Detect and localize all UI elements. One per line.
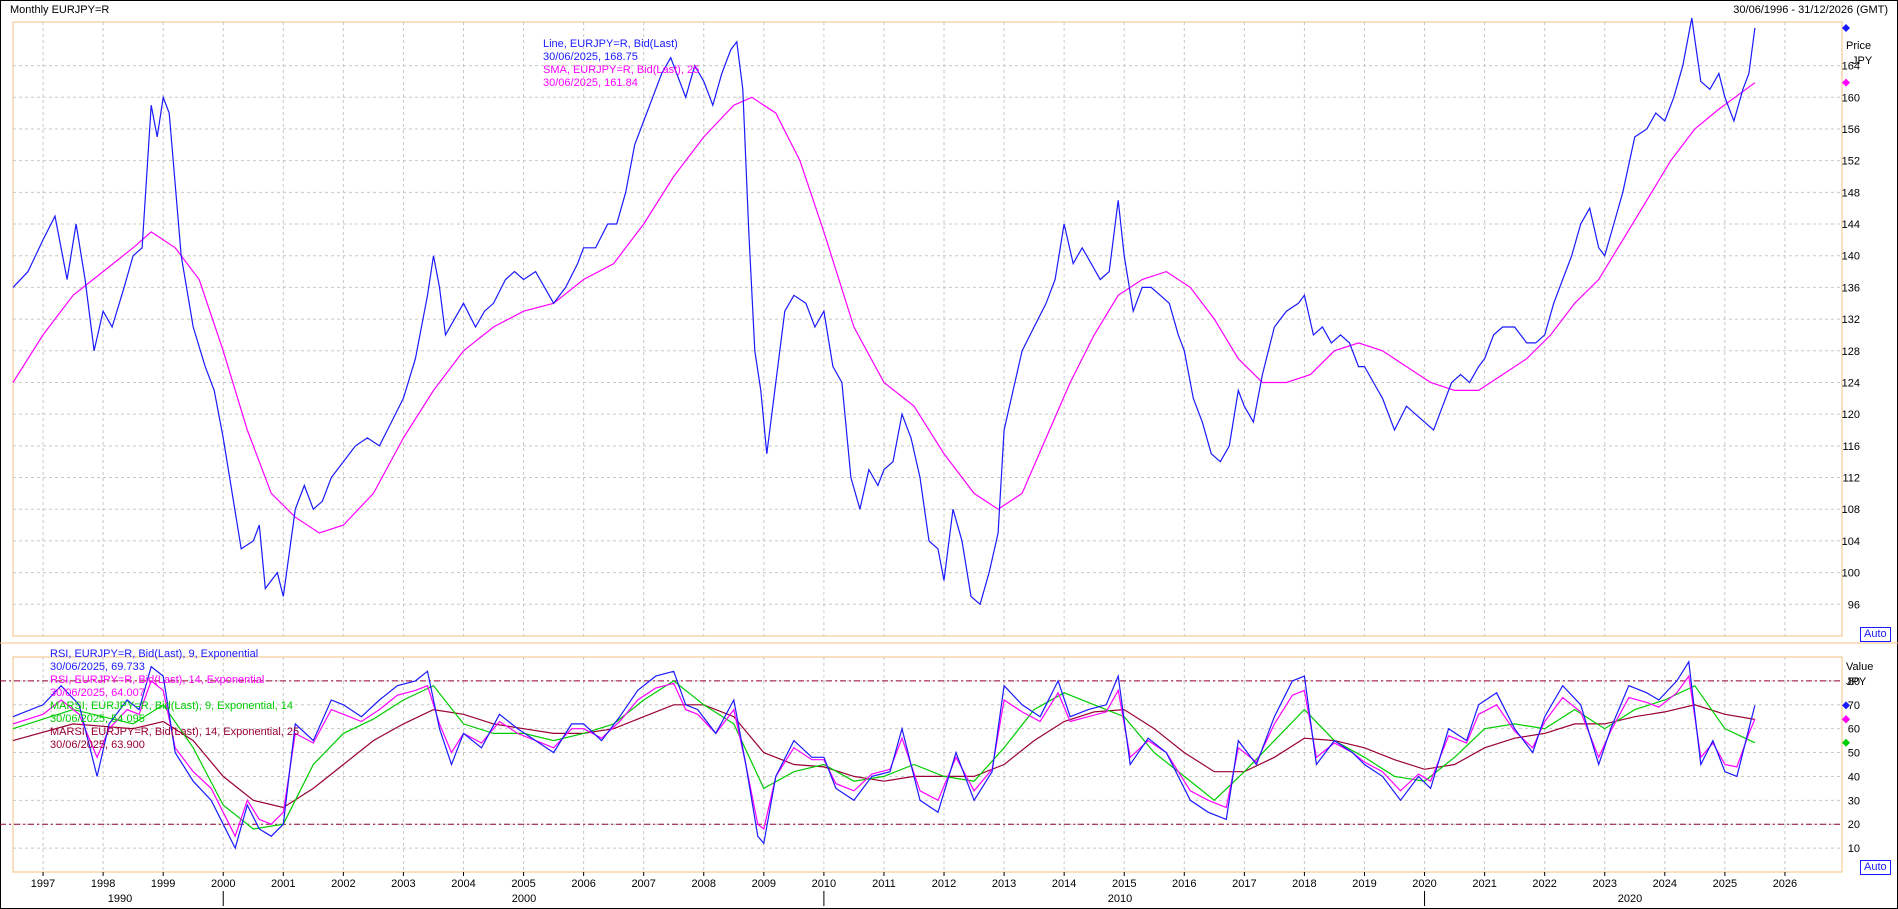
price-legend-entry: SMA, EURJPY=R, Bid(Last), 25 <box>543 64 699 76</box>
x-tick-label: 1999 <box>151 878 175 890</box>
ind-tick-label: 40 <box>1848 771 1860 783</box>
ind-legend-entry: 30/06/2025, 54.095 <box>50 713 145 725</box>
price-tick-label: 120 <box>1842 409 1860 421</box>
price-tick-label: 108 <box>1842 504 1860 516</box>
ind-marker <box>1842 738 1850 747</box>
price-tick-label: 128 <box>1842 346 1860 358</box>
price-legend-entry: 30/06/2025, 161.84 <box>543 77 638 89</box>
ind-legend-entry: 30/06/2025, 69.733 <box>50 661 145 673</box>
x-tick-label: 2012 <box>932 878 956 890</box>
x-tick-label: 2002 <box>331 878 355 890</box>
x-tick-label: 2023 <box>1592 878 1616 890</box>
x-tick-label: 2010 <box>812 878 836 890</box>
x-tick-label: 2025 <box>1713 878 1737 890</box>
price-tick-label: 96 <box>1848 599 1860 611</box>
x-tick-label: 1997 <box>31 878 55 890</box>
ind-legend-entry: RSI, EURJPY=R, Bid(Last), 14, Exponentia… <box>50 674 264 686</box>
ind-tick-label: 20 <box>1848 819 1860 831</box>
price-tick-label: 160 <box>1842 92 1860 104</box>
decade-label: 2020 <box>1618 893 1642 905</box>
ind-tick-label: 10 <box>1848 843 1860 855</box>
decade-label: 1990 <box>108 893 132 905</box>
ind-legend-entry: MARSI, EURJPY=R, Bid(Last), 9, Exponenti… <box>50 700 293 712</box>
marsi14-line <box>12 704 1756 809</box>
price-legend-entry: 30/06/2025, 168.75 <box>543 51 638 63</box>
price-tick-label: 148 <box>1842 187 1860 199</box>
x-tick-label: 2017 <box>1232 878 1256 890</box>
x-tick-label: 2009 <box>752 878 776 890</box>
rsi14-line <box>12 674 1756 838</box>
price-tick-label: 100 <box>1842 568 1860 580</box>
sma-line <box>12 82 1756 534</box>
ind-marker <box>1842 701 1850 710</box>
price-panel <box>12 21 1843 637</box>
x-tick-label: 2007 <box>631 878 655 890</box>
x-tick-label: 2026 <box>1773 878 1797 890</box>
x-tick-label: 2024 <box>1653 878 1677 890</box>
x-tick-label: 2021 <box>1472 878 1496 890</box>
price-tick-label: 144 <box>1842 219 1860 231</box>
decade-label: 2010 <box>1108 893 1132 905</box>
price-tick-label: 152 <box>1842 156 1860 168</box>
price-auto-button[interactable]: Auto <box>1860 627 1891 642</box>
ind-tick-label: 30 <box>1848 795 1860 807</box>
ind-axis-label: Value <box>1846 661 1873 673</box>
ind-marker <box>1842 715 1850 724</box>
x-tick-label: 2016 <box>1172 878 1196 890</box>
ind-tick-label: 70 <box>1848 700 1860 712</box>
x-tick-label: 2005 <box>511 878 535 890</box>
price-marker <box>1842 23 1850 32</box>
ind-tick-label: 50 <box>1848 748 1860 760</box>
x-tick-label: 2015 <box>1112 878 1136 890</box>
date-range: 30/06/1996 - 31/12/2026 (GMT) <box>1733 4 1888 16</box>
ind-legend-entry: RSI, EURJPY=R, Bid(Last), 9, Exponential <box>50 648 258 660</box>
price-tick-label: 132 <box>1842 314 1860 326</box>
indicator-panel <box>12 656 1843 873</box>
price-tick-label: 164 <box>1842 61 1860 73</box>
x-tick-label: 2000 <box>211 878 235 890</box>
price-legend-entry: Line, EURJPY=R, Bid(Last) <box>543 38 678 50</box>
chart-title: Monthly EURJPY=R <box>10 4 110 16</box>
x-tick-label: 2013 <box>992 878 1016 890</box>
price-tick-label: 136 <box>1842 282 1860 294</box>
price-axis-currency: JPY <box>1852 55 1873 67</box>
decade-label: 2000 <box>512 893 536 905</box>
x-tick-label: 1998 <box>91 878 115 890</box>
price-tick-label: 156 <box>1842 124 1860 136</box>
ind-axis-currency: JPY <box>1846 676 1867 688</box>
marsi9-line <box>12 680 1756 830</box>
ind-tick-label: 80 <box>1848 676 1860 688</box>
x-tick-label: 2004 <box>451 878 475 890</box>
x-tick-label: 2020 <box>1412 878 1436 890</box>
x-tick-label: 2001 <box>271 878 295 890</box>
x-tick-label: 2011 <box>872 878 896 890</box>
ind-legend-entry: MARSI, EURJPY=R, Bid(Last), 14, Exponent… <box>50 726 299 738</box>
x-tick-label: 2018 <box>1292 878 1316 890</box>
rsi9-line <box>12 660 1756 850</box>
ind-legend-entry: 30/06/2025, 63.900 <box>50 739 145 751</box>
x-tick-label: 2003 <box>391 878 415 890</box>
x-tick-label: 2019 <box>1352 878 1376 890</box>
price-tick-label: 140 <box>1842 251 1860 263</box>
price-axis-label: Price <box>1846 40 1871 52</box>
sma-marker <box>1842 78 1850 87</box>
x-tick-label: 2014 <box>1052 878 1076 890</box>
price-tick-label: 112 <box>1842 473 1860 485</box>
x-tick-label: 2008 <box>692 878 716 890</box>
ind-legend-entry: 30/06/2025, 64.007 <box>50 687 145 699</box>
x-tick-label: 2022 <box>1532 878 1556 890</box>
indicator-auto-button[interactable]: Auto <box>1860 860 1891 875</box>
price-tick-label: 104 <box>1842 536 1860 548</box>
price-tick-label: 116 <box>1842 441 1860 453</box>
price-tick-label: 124 <box>1842 377 1860 389</box>
x-tick-label: 2006 <box>571 878 595 890</box>
price-line <box>12 17 1756 606</box>
ind-tick-label: 60 <box>1848 724 1860 736</box>
